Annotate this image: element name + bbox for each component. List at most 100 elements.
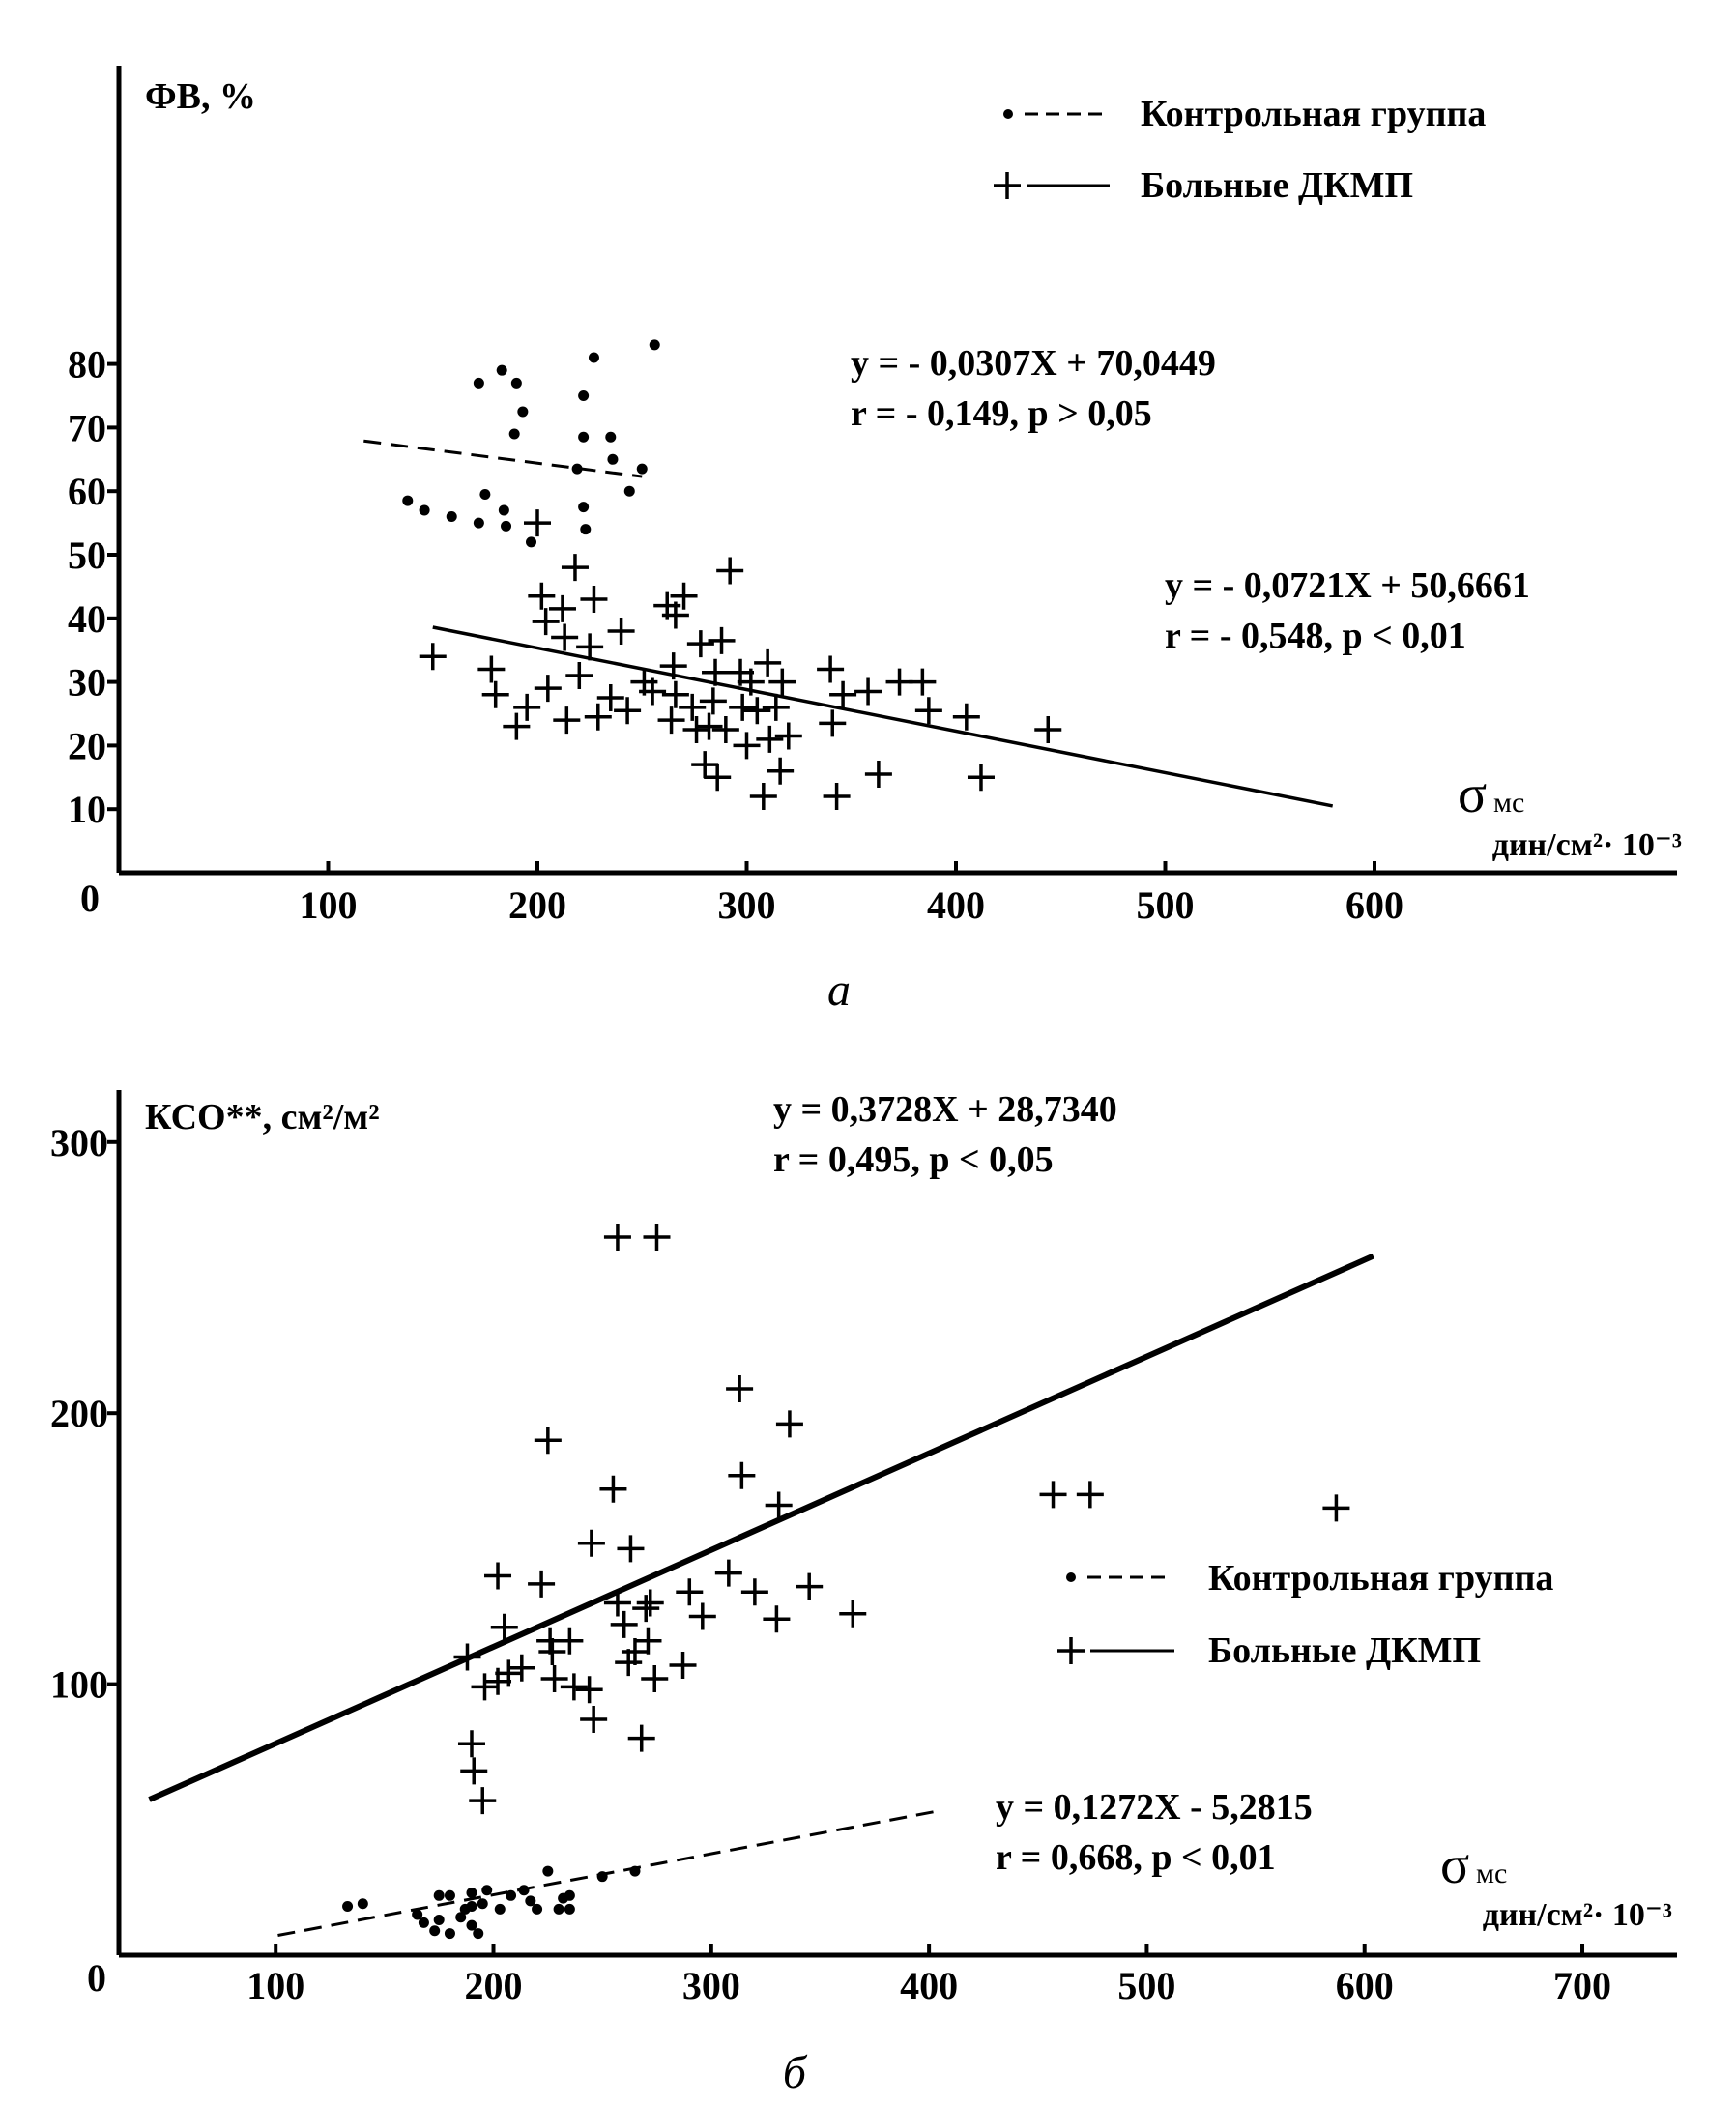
data-point-dcm (471, 1673, 499, 1701)
data-point-control (607, 453, 619, 465)
sigma-symbol: σ (1458, 764, 1487, 824)
data-point-dcm (864, 761, 892, 789)
sigma-subscript: мс (1493, 787, 1524, 819)
data-point-dcm (774, 722, 802, 750)
legend: Контрольная группа Больные ДКМП (994, 94, 1486, 206)
data-point-dcm (565, 662, 593, 690)
data-point-control (466, 1888, 477, 1899)
data-point-dcm (453, 1643, 481, 1671)
data-point-dcm (767, 757, 795, 785)
data-point-dcm (1034, 715, 1062, 743)
data-marks (402, 339, 1062, 811)
data-point-control (473, 517, 484, 529)
data-point-dcm (561, 554, 589, 582)
x-tick-label: 300 (718, 883, 776, 927)
data-point-control (542, 1865, 554, 1877)
data-point-control (481, 1885, 493, 1896)
chart-panel-b: 0 100 200 300 400 500 600 700 100 200 300 КСО**, … (50, 1089, 1677, 2098)
data-point-dcm (419, 643, 447, 671)
data-point-dcm (669, 1651, 697, 1679)
sigma-subscript: мс (1476, 1858, 1507, 1889)
data-point-dcm (534, 675, 562, 703)
data-point-dcm (737, 668, 765, 696)
data-point-control (498, 504, 509, 516)
data-point-dcm (763, 1605, 791, 1633)
data-point-dcm (560, 1673, 588, 1701)
x-tick-label: 200 (508, 883, 566, 927)
data-point-dcm (596, 684, 624, 712)
data-point-dcm (762, 693, 790, 721)
data-point-control (466, 1919, 477, 1931)
fit-stats-control: r = 0,668, p < 0,01 (996, 1837, 1276, 1878)
data-point-dcm (507, 1654, 535, 1682)
fit-line-dcm (432, 625, 1334, 808)
data-point-control (473, 1928, 484, 1940)
data-point-control (429, 1925, 441, 1937)
data-point-control (444, 1889, 455, 1901)
data-point-dcm (726, 1374, 754, 1402)
y-tick-label: 50 (68, 533, 106, 577)
data-point-dcm (702, 658, 730, 686)
data-point-dcm (817, 655, 845, 683)
data-point-dcm (528, 582, 556, 610)
origin-label: 0 (80, 877, 100, 920)
x-tick-label: 600 (1345, 883, 1403, 927)
data-point-control (496, 364, 507, 376)
data-point-control (578, 390, 590, 401)
data-point-dcm (534, 1427, 562, 1455)
data-point-control (564, 1903, 575, 1915)
data-point-dcm (639, 677, 667, 706)
data-point-dcm (823, 783, 851, 811)
data-point-dcm (749, 783, 777, 811)
data-point-dcm (553, 706, 581, 735)
data-point-control (636, 463, 648, 475)
x-tick-label: 500 (1117, 1964, 1175, 2007)
data-point-control (446, 511, 457, 523)
data-point-dcm (839, 1600, 867, 1628)
data-point-control (605, 431, 617, 443)
data-point-control (510, 377, 522, 389)
data-point-dcm (967, 764, 995, 792)
x-tick-label: 600 (1336, 1964, 1394, 2007)
data-point-dcm (477, 655, 506, 683)
legend-plus-marker (1057, 1637, 1085, 1664)
y-tick-label: 10 (68, 788, 106, 831)
data-point-control (473, 377, 484, 389)
data-point-dcm (682, 715, 710, 743)
data-point-dcm (1076, 1481, 1104, 1509)
data-point-dcm (457, 1730, 485, 1758)
data-point-control (623, 485, 635, 497)
axis-ticks: 100 200 300 400 500 600 700 100 200 300 (50, 1121, 1611, 2007)
data-point-control (525, 1895, 536, 1907)
data-point-control (508, 428, 520, 440)
data-point-control (412, 1909, 423, 1920)
data-point-dcm (688, 1602, 716, 1630)
fit-line-control (363, 439, 643, 478)
data-point-control (419, 504, 430, 516)
data-point-dcm (634, 1627, 662, 1655)
data-point-dcm (615, 1649, 643, 1677)
data-point-control (494, 1903, 506, 1915)
fit-equation-control: y = 0,1272X - 5,2815 (996, 1787, 1313, 1828)
data-point-dcm (532, 608, 560, 636)
legend-dot-marker (1003, 109, 1013, 119)
data-point-dcm (754, 648, 782, 677)
data-point-control (418, 1917, 429, 1928)
fit-stats-dcm: r = 0,495, p < 0,05 (773, 1139, 1054, 1180)
data-point-dcm (614, 697, 642, 725)
data-point-control (506, 1889, 517, 1901)
legend-item-control: Контрольная группа (1066, 1558, 1553, 1599)
data-point-dcm (584, 703, 612, 731)
chart-panel-a: 0 100 200 300 400 500 600 10 20 30 40 50 60 70 80 ФВ,… (68, 66, 1682, 1016)
data-point-dcm (469, 1787, 497, 1815)
data-point-dcm (540, 1664, 568, 1692)
x-axis-unit: дин/см²· 10⁻³ (1492, 827, 1682, 863)
legend-label-control: Контрольная группа (1208, 1558, 1553, 1599)
data-point-dcm (756, 725, 784, 753)
data-point-dcm (1322, 1494, 1350, 1522)
data-point-control (596, 1871, 608, 1883)
data-point-control (578, 431, 590, 443)
data-point-dcm (711, 715, 739, 743)
y-tick-label: 200 (50, 1392, 108, 1435)
